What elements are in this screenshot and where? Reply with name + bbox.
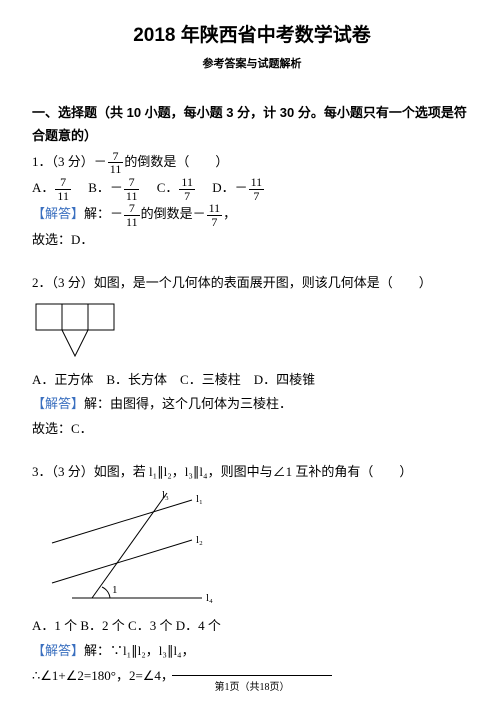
q1-frac-den: 11 (108, 163, 124, 176)
q1-ans-mid: 的倒数是－ (141, 206, 206, 221)
q1-opt-a-frac: 711 (55, 176, 71, 202)
q1-ans-f2-den: 7 (207, 216, 223, 229)
page: 2018 年陕西省中考数学试卷 参考答案与试题解析 一、选择题（共 10 小题，… (32, 0, 472, 699)
q2-pick: 故选：C． (32, 417, 472, 442)
answer-label: 【解答】 (32, 206, 84, 221)
q1-opt-b-frac: 711 (124, 176, 140, 202)
q2-answer-line: 【解答】解：由图得，这个几何体为三棱柱． (32, 392, 472, 417)
q1-ans-f1-den: 11 (124, 216, 140, 229)
q1-stem-pre: 1．（3 分）－ (32, 154, 107, 169)
q1-ans-f1-num: 7 (124, 202, 140, 216)
q1-ans-f2-num: 11 (207, 202, 223, 216)
q1-a-den: 11 (55, 190, 71, 203)
q1-d-den: 7 (249, 190, 265, 203)
answer-label: 【解答】 (32, 396, 84, 411)
footer-text: 第1页（共18页） (172, 675, 332, 693)
q2-opts: A．正方体 B．长方体 C．三棱柱 D．四棱锥 (32, 368, 472, 393)
q1-opt-c-label: C． (157, 180, 179, 195)
q1-ans-f2: 117 (207, 202, 223, 228)
q1-ans-post: ， (223, 206, 236, 221)
q1-opt-d-frac: 117 (249, 176, 265, 202)
q1-ans-pre: 解：－ (84, 206, 123, 221)
q2-stem: 2．（3 分）如图，是一个几何体的表面展开图，则该几何体是（ ） (32, 271, 472, 296)
q2-figure (32, 300, 472, 362)
page-footer: 第1页（共18页） (32, 675, 472, 693)
q3-figure: l₁ l₂ l₃ l₄ 1 (32, 488, 472, 608)
answer-label: 【解答】 (32, 643, 84, 658)
q1-opt-d-label: D．－ (212, 180, 247, 195)
q1-answer-line: 【解答】解：－711的倒数是－117， (32, 202, 472, 228)
spacer (32, 253, 472, 269)
lines-figure-svg: l₁ l₂ l₃ l₄ 1 (32, 488, 222, 608)
q2-ans-text: 解：由图得，这个几何体为三棱柱． (84, 396, 292, 411)
q1-pick: 故选：D． (32, 228, 472, 253)
net-figure-svg (32, 300, 142, 362)
l1-label: l₁ (196, 493, 203, 505)
q1-d-num: 11 (249, 176, 265, 190)
doc-title: 2018 年陕西省中考数学试卷 (32, 20, 472, 47)
l3-label: l₃ (162, 489, 169, 501)
q1-frac-num: 7 (108, 150, 124, 164)
q1-a-num: 7 (55, 176, 71, 190)
q3-stem: 3．（3 分）如图，若 l₁∥l₂，l₃∥l₄，则图中与∠1 互补的角有（ ） (32, 460, 472, 485)
l2-label: l₂ (196, 534, 203, 546)
q1-opt-a-label: A． (32, 180, 54, 195)
q3-answer-line1: 【解答】解：∵l₁∥l₂，l₃∥l₄， (32, 639, 472, 664)
angle-1-label: 1 (112, 584, 118, 596)
q1-c-den: 7 (179, 190, 195, 203)
q1-opt-c-frac: 117 (179, 176, 195, 202)
q1-stem-post: 的倒数是（ ） (124, 154, 228, 169)
q1-ans-f1: 711 (124, 202, 140, 228)
q1-c-num: 11 (179, 176, 195, 190)
q1-opts: A．711 B．－711 C．117 D．－117 (32, 176, 472, 202)
q1-frac: 711 (108, 150, 124, 176)
q1-stem: 1．（3 分）－711的倒数是（ ） (32, 150, 472, 176)
spacer (32, 442, 472, 458)
l4-label: l₄ (206, 592, 213, 604)
q3-opts: A．1 个 B．2 个 C．3 个 D．4 个 (32, 614, 472, 639)
q1-b-num: 7 (124, 176, 140, 190)
section-heading: 一、选择题（共 10 小题，每小题 3 分，计 30 分。每小题只有一个选项是符… (32, 101, 472, 148)
doc-subtitle: 参考答案与试题解析 (32, 55, 472, 71)
q3-ans-text1: 解：∵l₁∥l₂，l₃∥l₄， (84, 643, 195, 658)
q1-opt-b-label: B．－ (88, 180, 123, 195)
